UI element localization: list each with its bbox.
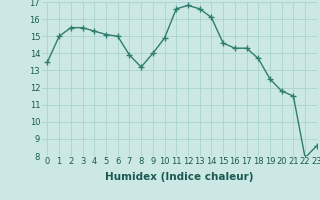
X-axis label: Humidex (Indice chaleur): Humidex (Indice chaleur) xyxy=(105,172,253,182)
